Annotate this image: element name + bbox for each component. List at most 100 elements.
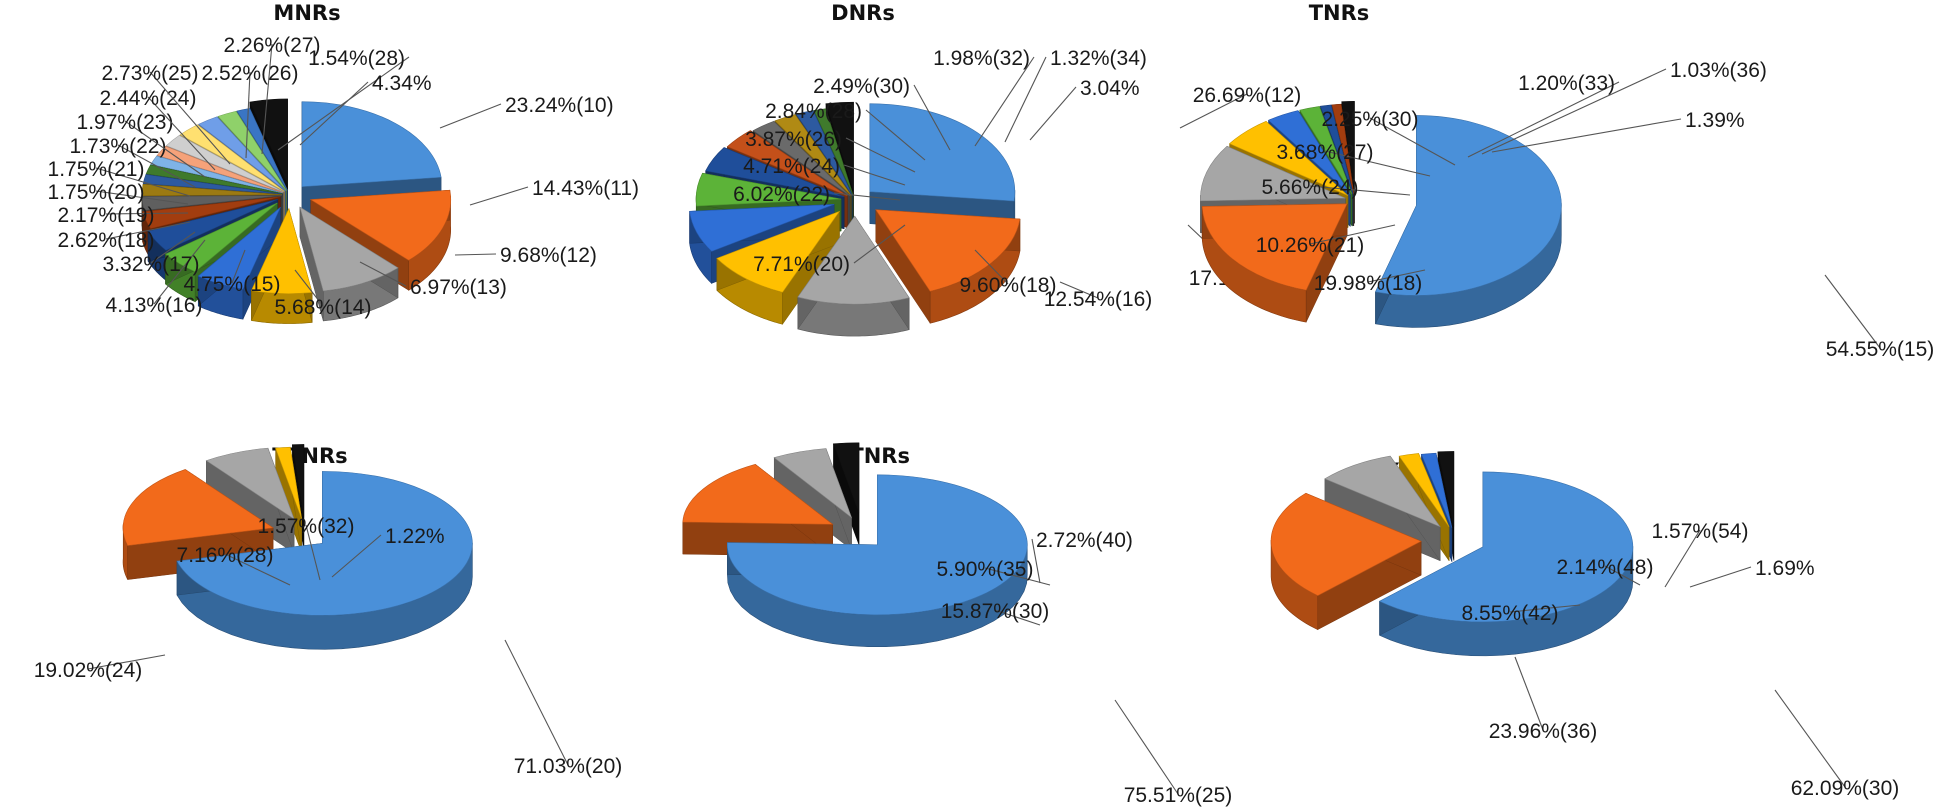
- leader-line: [1774, 689, 1846, 788]
- pie-chart-tnrs: TNRs 54.55%(15) 19.98%(18) 10.26%(21) 5.66%(…: [1200, 1, 1934, 361]
- leader-line: [974, 56, 1035, 147]
- pie-chart-ttnrs: TTNRs71.03%(20)19.02%(24)7.16%(28)1.57%(…: [34, 444, 623, 778]
- leader-line: [1509, 604, 1581, 613]
- leader-line: [331, 534, 382, 578]
- leader-line: [1031, 538, 1041, 584]
- slice-label: 1.57%(54): [1652, 520, 1749, 543]
- slice-label: 2.72%(40): [1036, 529, 1133, 552]
- slice-label: 10.26%(21): [1256, 234, 1365, 257]
- slice-label: 1.73%(22): [70, 135, 167, 158]
- slice-label: 1.39%: [1685, 109, 1745, 132]
- leader-line: [1604, 565, 1641, 586]
- slice-label: 6.97%(13): [410, 276, 507, 299]
- leader-line: [87, 654, 166, 670]
- slice-label: 23.24%(10): [505, 94, 614, 117]
- slice-label: 4.13%(16): [106, 294, 203, 317]
- leader-line: [1689, 566, 1752, 588]
- leader-line: [1467, 81, 1620, 158]
- slice-label: 2.73%(25): [102, 62, 199, 85]
- slice-label: 3.68%(27): [1277, 141, 1374, 164]
- leader-line: [299, 81, 369, 146]
- slice-label: 6.02%(22): [733, 183, 830, 206]
- leader-line: [853, 224, 906, 264]
- pie-slice: [1375, 115, 1562, 328]
- slice-label: 14.43%(11): [532, 177, 639, 200]
- leader-line: [865, 109, 926, 161]
- leader-line: [1324, 150, 1431, 177]
- leader-line: [1664, 529, 1701, 588]
- slice-label: 4.34%: [372, 72, 432, 95]
- pie-slice: [176, 471, 473, 650]
- leader-line: [974, 249, 1009, 285]
- leader-line: [843, 164, 906, 186]
- pie-slice: [275, 446, 303, 554]
- slice-label: 71.03%(20): [514, 755, 623, 778]
- leader-line: [833, 192, 901, 201]
- slice-label: 1.03%(36): [1670, 59, 1767, 82]
- slice-label: 1.75%(21): [48, 158, 145, 181]
- leader-line: [1179, 93, 1248, 129]
- leader-line: [1004, 56, 1047, 143]
- leader-line: [469, 186, 529, 206]
- slice-label: 19.98%(18): [1314, 272, 1423, 295]
- slice-label: 2.25%(30): [1322, 108, 1419, 131]
- slice-label: 1.69%: [1755, 557, 1815, 580]
- leader-line: [1491, 118, 1682, 153]
- leader-line: [95, 167, 191, 197]
- slice-label: 7.16%(28): [177, 544, 274, 567]
- leader-line: [1481, 68, 1667, 155]
- leader-line: [845, 137, 916, 173]
- leader-line: [1114, 699, 1179, 795]
- pie-slice: [682, 463, 834, 557]
- slice-label: 3.04%: [1080, 77, 1140, 100]
- slice-label: 54.55%(15): [1826, 338, 1935, 361]
- slice-label: 4.71%(24): [743, 155, 840, 178]
- slice-label: 1.32%(34): [1050, 47, 1147, 70]
- leader-line: [277, 56, 410, 151]
- slice-label: 3.87%(26): [745, 128, 842, 151]
- slice-label: 2.84%(28): [765, 100, 862, 123]
- slice-label: 23.96%(36): [1489, 720, 1598, 743]
- leader-line: [294, 269, 324, 307]
- leader-line: [1309, 185, 1411, 196]
- leader-line: [105, 221, 191, 240]
- leader-line: [1369, 117, 1456, 166]
- pie-slice: [1201, 203, 1348, 323]
- pie-slice: [797, 215, 910, 337]
- chart-title: DNRs: [831, 1, 895, 25]
- slice-label: 26.69%(12): [1193, 84, 1302, 107]
- leader-line: [150, 231, 196, 264]
- slice-label: 9.68%(12): [500, 244, 597, 267]
- leader-line: [124, 120, 206, 178]
- leader-line: [1824, 274, 1881, 349]
- leader-line: [1059, 281, 1099, 299]
- leader-line: [147, 96, 216, 171]
- slice-label: 2.44%(24): [100, 87, 197, 110]
- slice-label: 12.54%(16): [1044, 288, 1153, 311]
- slice-label: 19.02%(24): [34, 659, 143, 682]
- slice-label: 5.68%(14): [275, 296, 372, 319]
- slice-label: 2.52%(26): [202, 62, 299, 85]
- slice-label: 62.09%(30): [1791, 777, 1900, 800]
- chart-title: TNRs: [1309, 1, 1370, 25]
- leader-line: [984, 567, 1051, 586]
- slice-label: 2.62%(18): [58, 229, 155, 252]
- slice-label: 75.51%(25): [1124, 784, 1233, 807]
- pie-slice: [122, 468, 274, 580]
- pie-chart-mnrs: MNRs 23.24%(10) 14.43%(11) 9.68%(12) 6.97%(1…: [48, 1, 639, 324]
- pie-slice: [1270, 492, 1422, 631]
- slice-label: 2.49%(30): [813, 75, 910, 98]
- slice-label: 2.17%(19): [58, 204, 155, 227]
- slice-label: 5.90%(35): [937, 558, 1034, 581]
- slice-label: 1.57%(32): [258, 515, 355, 538]
- slice-label: 2.14%(48): [1557, 556, 1654, 579]
- leader-line: [149, 71, 231, 165]
- pie-chart-hxnrs: HXNRs62.09%(30)23.96%(36)8.55%(42)2.14%(…: [1270, 451, 1900, 800]
- leader-line: [504, 639, 569, 766]
- leader-line: [153, 239, 206, 305]
- slice-label: 9.60%(18): [960, 274, 1057, 297]
- pie-slice: [727, 474, 1028, 647]
- leader-line: [95, 190, 189, 205]
- slice-label: 1.20%(33): [1518, 72, 1615, 95]
- leader-line: [454, 253, 497, 256]
